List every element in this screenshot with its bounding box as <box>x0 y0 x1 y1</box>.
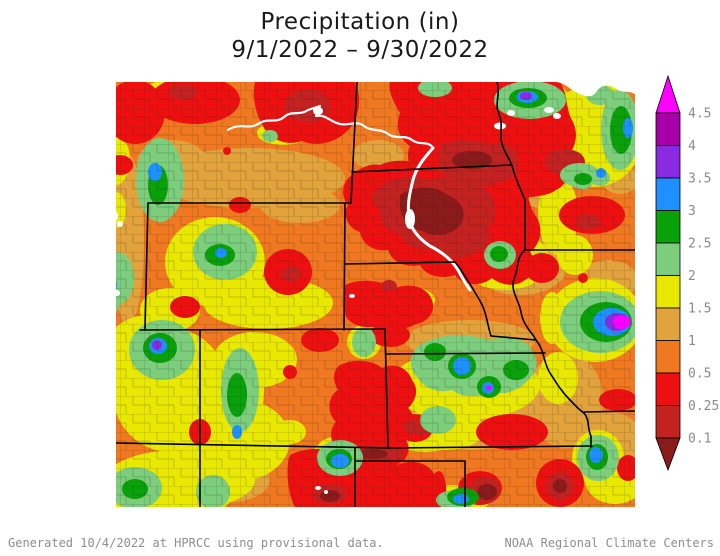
footer-credit-right: NOAA Regional Climate Centers <box>504 536 714 550</box>
colorbar-band <box>655 177 681 211</box>
map-outside-notch <box>553 82 635 97</box>
colorbar-label: 2 <box>688 269 696 284</box>
colorbar-label: 0.5 <box>688 367 711 382</box>
colorbar: 4.5 4 3.5 3 2.5 2 1.5 1 0.5 0.25 0.1 <box>655 74 718 472</box>
colorbar-band <box>655 275 681 309</box>
colorbar-band <box>655 372 681 406</box>
title-line-1: Precipitation (in) <box>260 9 460 35</box>
colorbar-label: 1.5 <box>688 302 711 317</box>
colorbar-label: 2.5 <box>688 237 711 252</box>
page-title: Precipitation (in) 9/1/2022 – 9/30/2022 <box>0 8 720 64</box>
colorbar-label: 4 <box>688 139 696 154</box>
colorbar-band <box>655 242 681 276</box>
colorbar-band <box>655 210 681 244</box>
colorbar-band <box>655 112 681 146</box>
state-borders <box>116 82 635 507</box>
colorbar-label: 0.25 <box>688 399 718 414</box>
colorbar-label: 4.5 <box>688 107 711 122</box>
footer-credit-left: Generated 10/4/2022 at HPRCC using provi… <box>8 536 384 550</box>
title-line-2: 9/1/2022 – 9/30/2022 <box>231 37 489 63</box>
colorbar-label: 3.5 <box>688 172 711 187</box>
colorbar-band <box>655 405 681 439</box>
colorbar-label: 0.1 <box>688 432 711 447</box>
colorbar-arrow-top <box>655 74 681 114</box>
colorbar-label: 1 <box>688 334 696 349</box>
colorbar-band <box>655 340 681 374</box>
colorbar-arrow-bottom <box>655 437 681 472</box>
colorbar-label: 3 <box>688 204 696 219</box>
colorbar-band <box>655 145 681 179</box>
county-grid <box>116 82 635 507</box>
rivers-and-lakes <box>116 104 561 494</box>
colorbar-band <box>655 307 681 341</box>
